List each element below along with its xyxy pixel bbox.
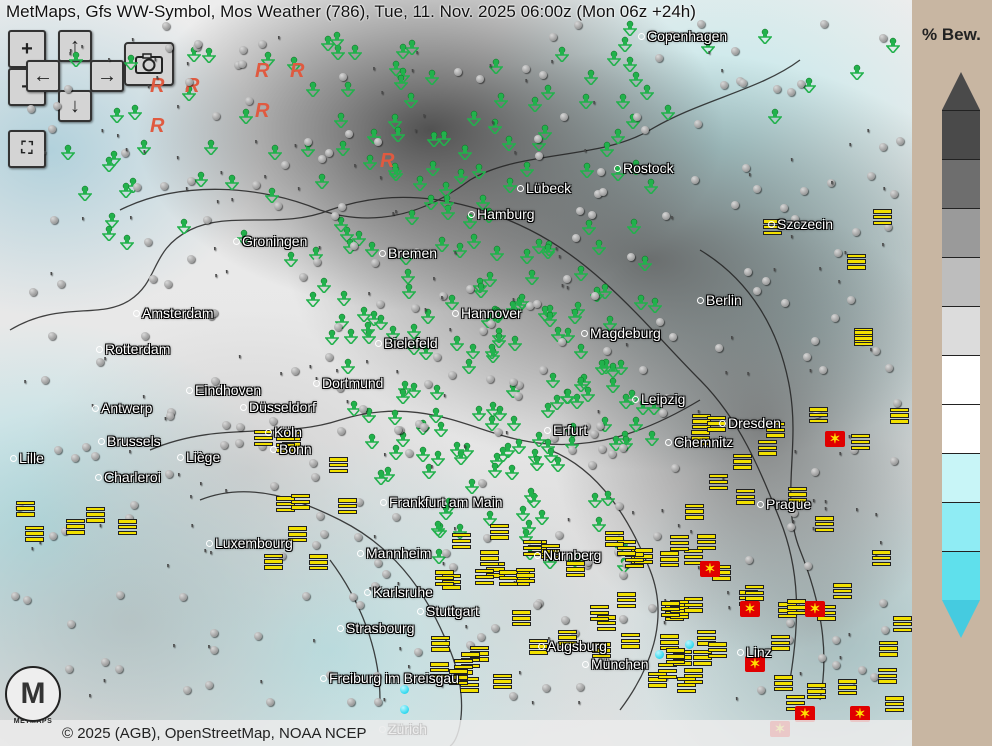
legend-segment — [942, 453, 980, 502]
city-label-charleroi: Charleroi — [95, 469, 161, 485]
page-title: MetMaps, Gfs WW-Symbol, Mos Weather (786… — [6, 2, 696, 22]
fullscreen-button[interactable]: ⛶ — [8, 130, 46, 168]
city-label-li-ge: Liège — [177, 449, 220, 465]
legend-segment — [942, 502, 980, 551]
legend-segment — [942, 551, 980, 600]
city-label-berlin: Berlin — [697, 292, 742, 308]
city-label-prague: Prague — [757, 496, 811, 512]
legend-segment — [942, 159, 980, 208]
city-label-dresden: Dresden — [719, 415, 781, 431]
footer-bar: © 2025 (AGB), OpenStreetMap, NOAA NCEP — [0, 720, 912, 746]
legend-bar: 1009080706050403020100 — [942, 110, 980, 600]
city-label-antwerp: Antwerp — [92, 400, 152, 416]
city-label-hamburg: Hamburg — [468, 206, 535, 222]
metmaps-logo: M METMAPS — [2, 664, 64, 726]
weather-map-app: MetMaps, Gfs WW-Symbol, Mos Weather (786… — [0, 0, 992, 746]
city-label-m-nchen: München — [582, 656, 649, 672]
city-label-mannheim: Mannheim — [357, 545, 431, 561]
city-label-erfurt: Erfurt — [544, 422, 587, 438]
legend-segment — [942, 306, 980, 355]
city-label-d-sseldorf: Düsseldorf — [240, 399, 316, 415]
city-label-bonn: Bonn — [270, 441, 312, 457]
city-label-bremen: Bremen — [379, 245, 437, 261]
city-label-l-beck: Lübeck — [517, 180, 571, 196]
city-label-rotterdam: Rotterdam — [96, 341, 170, 357]
map-toolbar: + − ↑ ← → ↓ ⛶ — [6, 30, 146, 230]
camera-icon — [135, 53, 163, 75]
city-label-frankfurt-am-main: Frankfurt am Main — [380, 494, 503, 510]
city-label-augsburg: Augsburg — [538, 638, 607, 654]
city-label-brussels: Brussels — [98, 433, 161, 449]
city-label-strasbourg: Strasbourg — [337, 620, 414, 636]
city-label-eindhoven: Eindhoven — [186, 382, 261, 398]
pan-up-button[interactable]: ↑ — [58, 30, 92, 62]
city-label-copenhagen: Copenhagen — [638, 28, 727, 44]
city-label-leipzig: Leipzig — [632, 391, 685, 407]
pan-left-button[interactable]: ← — [26, 60, 60, 92]
legend-segment — [942, 257, 980, 306]
legend-top-arrow — [942, 72, 980, 110]
city-label-freiburg-im-breisgau: Freiburg im Breisgau — [320, 670, 459, 686]
city-label-rostock: Rostock — [614, 160, 674, 176]
city-label-linz: Linz — [737, 644, 772, 660]
city-label-n-rnberg: Nürnberg — [534, 547, 601, 563]
pan-down-button[interactable]: ↓ — [58, 90, 92, 122]
city-label-magdeburg: Magdeburg — [581, 325, 661, 341]
city-label-k-ln: Köln — [265, 424, 302, 440]
city-label-stuttgart: Stuttgart — [417, 603, 479, 619]
logo-icon: M — [5, 666, 61, 722]
city-label-chemnitz: Chemnitz — [665, 434, 733, 450]
city-label-lille: Lille — [10, 450, 44, 466]
city-label-szczecin: Szczecin — [768, 216, 833, 232]
legend-title: % Bew. — [922, 25, 981, 45]
footer-copyright: © 2025 (AGB), OpenStreetMap, NOAA NCEP — [62, 725, 367, 742]
screenshot-button[interactable] — [124, 42, 174, 86]
legend-segment — [942, 208, 980, 257]
city-label-bielefeld: Bielefeld — [375, 335, 438, 351]
legend-segment — [942, 355, 980, 404]
city-label-karlsruhe: Karlsruhe — [364, 584, 433, 600]
legend-bottom-arrow — [942, 600, 980, 638]
city-label-dortmund: Dortmund — [313, 375, 383, 391]
city-label-amsterdam: Amsterdam — [133, 305, 214, 321]
city-label-luxembourg: Luxembourg — [206, 535, 293, 551]
pan-right-button[interactable]: → — [90, 60, 124, 92]
coverage-legend: % Bew. 1009080706050403020100 — [912, 0, 992, 746]
city-label-groningen: Groningen — [233, 233, 307, 249]
city-label-hannover: Hannover — [452, 305, 522, 321]
legend-segment — [942, 404, 980, 453]
legend-segment — [942, 110, 980, 159]
